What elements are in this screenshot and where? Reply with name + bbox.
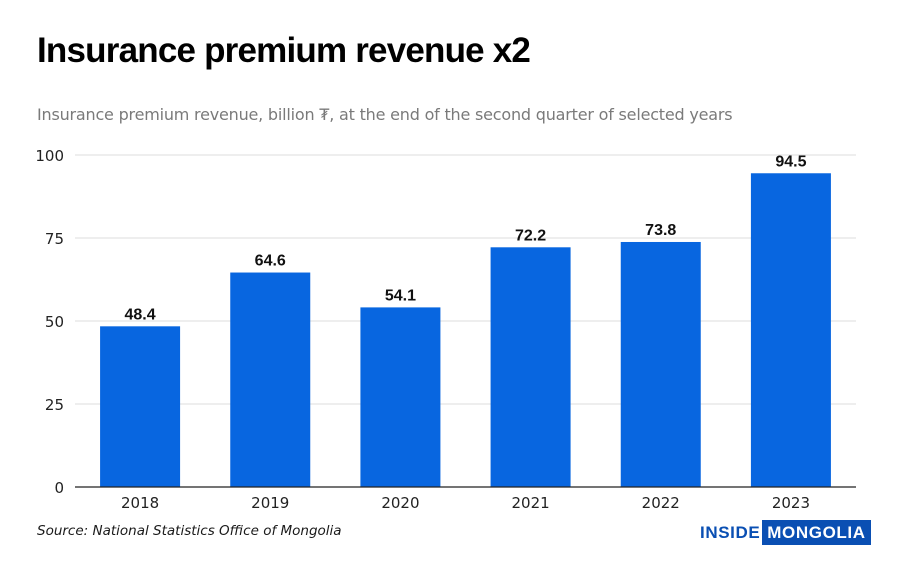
inside-mongolia-logo: INSIDE MONGOLIA [700, 520, 871, 545]
data-label: 48.4 [125, 306, 156, 323]
y-tick-label: 0 [54, 479, 64, 497]
source-note: Source: National Statistics Office of Mo… [37, 523, 342, 539]
data-label: 73.8 [645, 222, 676, 239]
bar [100, 326, 181, 487]
bar [230, 272, 311, 487]
data-label: 72.2 [515, 227, 546, 244]
y-tick-label: 25 [45, 396, 64, 414]
chart-subtitle: Insurance premium revenue, billion ₮, at… [37, 105, 733, 124]
page-title: Insurance premium revenue x2 [37, 31, 531, 70]
x-tick-label: 2019 [251, 494, 289, 512]
y-tick-label: 50 [45, 313, 64, 331]
bar [360, 307, 441, 487]
bar [750, 173, 831, 487]
bar [490, 247, 571, 487]
x-tick-label: 2023 [772, 494, 810, 512]
logo-mongolia-text: MONGOLIA [762, 520, 871, 545]
data-label: 64.6 [255, 253, 286, 270]
data-label: 54.1 [385, 287, 416, 304]
x-tick-label: 2021 [511, 494, 549, 512]
x-tick-label: 2020 [381, 494, 419, 512]
bar [620, 241, 701, 487]
x-tick-label: 2018 [121, 494, 159, 512]
y-tick-label: 75 [45, 230, 64, 248]
data-label: 94.5 [775, 153, 806, 170]
logo-inside-text: INSIDE [700, 520, 763, 545]
y-tick-label: 100 [35, 147, 64, 165]
x-tick-label: 2022 [642, 494, 680, 512]
